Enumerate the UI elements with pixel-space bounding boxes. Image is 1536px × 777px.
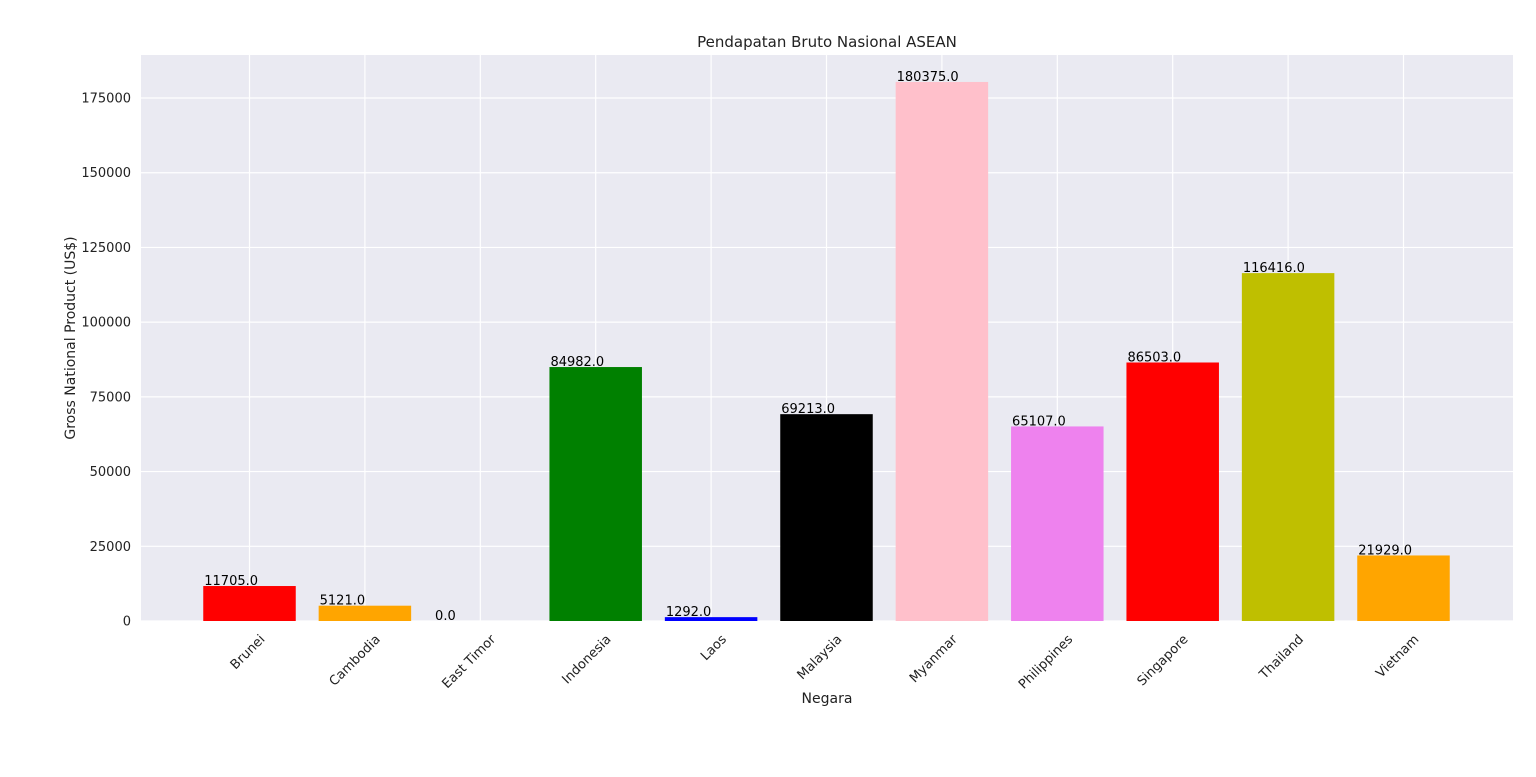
data-label: 21929.0	[1358, 543, 1412, 558]
x-tick-label: Malaysia	[795, 632, 846, 683]
bar	[895, 81, 989, 622]
bars	[203, 81, 1450, 622]
y-tick-label: 25000	[90, 540, 131, 555]
x-tick-label: Laos	[698, 632, 730, 664]
bar	[664, 617, 758, 621]
bar	[1357, 555, 1450, 621]
x-tick-label: Brunei	[228, 632, 269, 673]
y-tick-label: 175000	[81, 92, 131, 107]
data-label: 5121.0	[320, 594, 366, 609]
y-axis-ticks: 0 25000 50000 75000 100000 125000 150000 175000	[81, 92, 131, 630]
bar	[549, 367, 642, 621]
data-label: 65107.0	[1012, 414, 1066, 429]
x-tick-label: Cambodia	[327, 632, 384, 689]
chart-title: Pendapatan Bruto Nasional ASEAN	[697, 33, 957, 51]
data-labels: 11705.0 5121.0 0.0 84982.0 1292.0 69213.0 1803…	[204, 70, 1412, 624]
x-tick-label: Vietnam	[1373, 632, 1422, 681]
y-tick-label: 0	[123, 615, 131, 630]
bar	[1011, 426, 1104, 621]
bar	[1126, 362, 1219, 621]
x-tick-label: Thailand	[1256, 632, 1307, 683]
y-tick-label: 125000	[81, 241, 131, 256]
x-tick-label: Singapore	[1135, 632, 1192, 689]
data-label: 69213.0	[781, 402, 835, 417]
bar	[1241, 273, 1335, 621]
data-label: 11705.0	[204, 574, 258, 589]
y-tick-label: 150000	[81, 166, 131, 181]
y-axis-label: Gross National Product (US$)	[63, 236, 79, 439]
data-label: 86503.0	[1127, 350, 1181, 365]
bar	[780, 414, 873, 621]
data-label: 180375.0	[897, 70, 959, 85]
x-tick-label: Myanmar	[907, 632, 961, 686]
x-axis-ticks: Brunei Cambodia East Timor Indonesia Laos Mal…	[228, 632, 1423, 693]
y-tick-label: 75000	[90, 390, 131, 405]
y-tick-label: 100000	[81, 316, 131, 331]
x-axis-label: Negara	[802, 691, 853, 707]
bar	[318, 605, 412, 621]
data-label: 84982.0	[550, 355, 604, 370]
bar	[203, 586, 296, 621]
data-label: 1292.0	[666, 605, 712, 620]
x-tick-label: Indonesia	[559, 632, 614, 687]
data-label: 116416.0	[1243, 261, 1305, 276]
y-tick-label: 50000	[90, 465, 131, 480]
x-tick-label: Philippines	[1016, 632, 1076, 692]
data-label: 0.0	[435, 609, 456, 624]
x-tick-label: East Timor	[440, 632, 500, 692]
